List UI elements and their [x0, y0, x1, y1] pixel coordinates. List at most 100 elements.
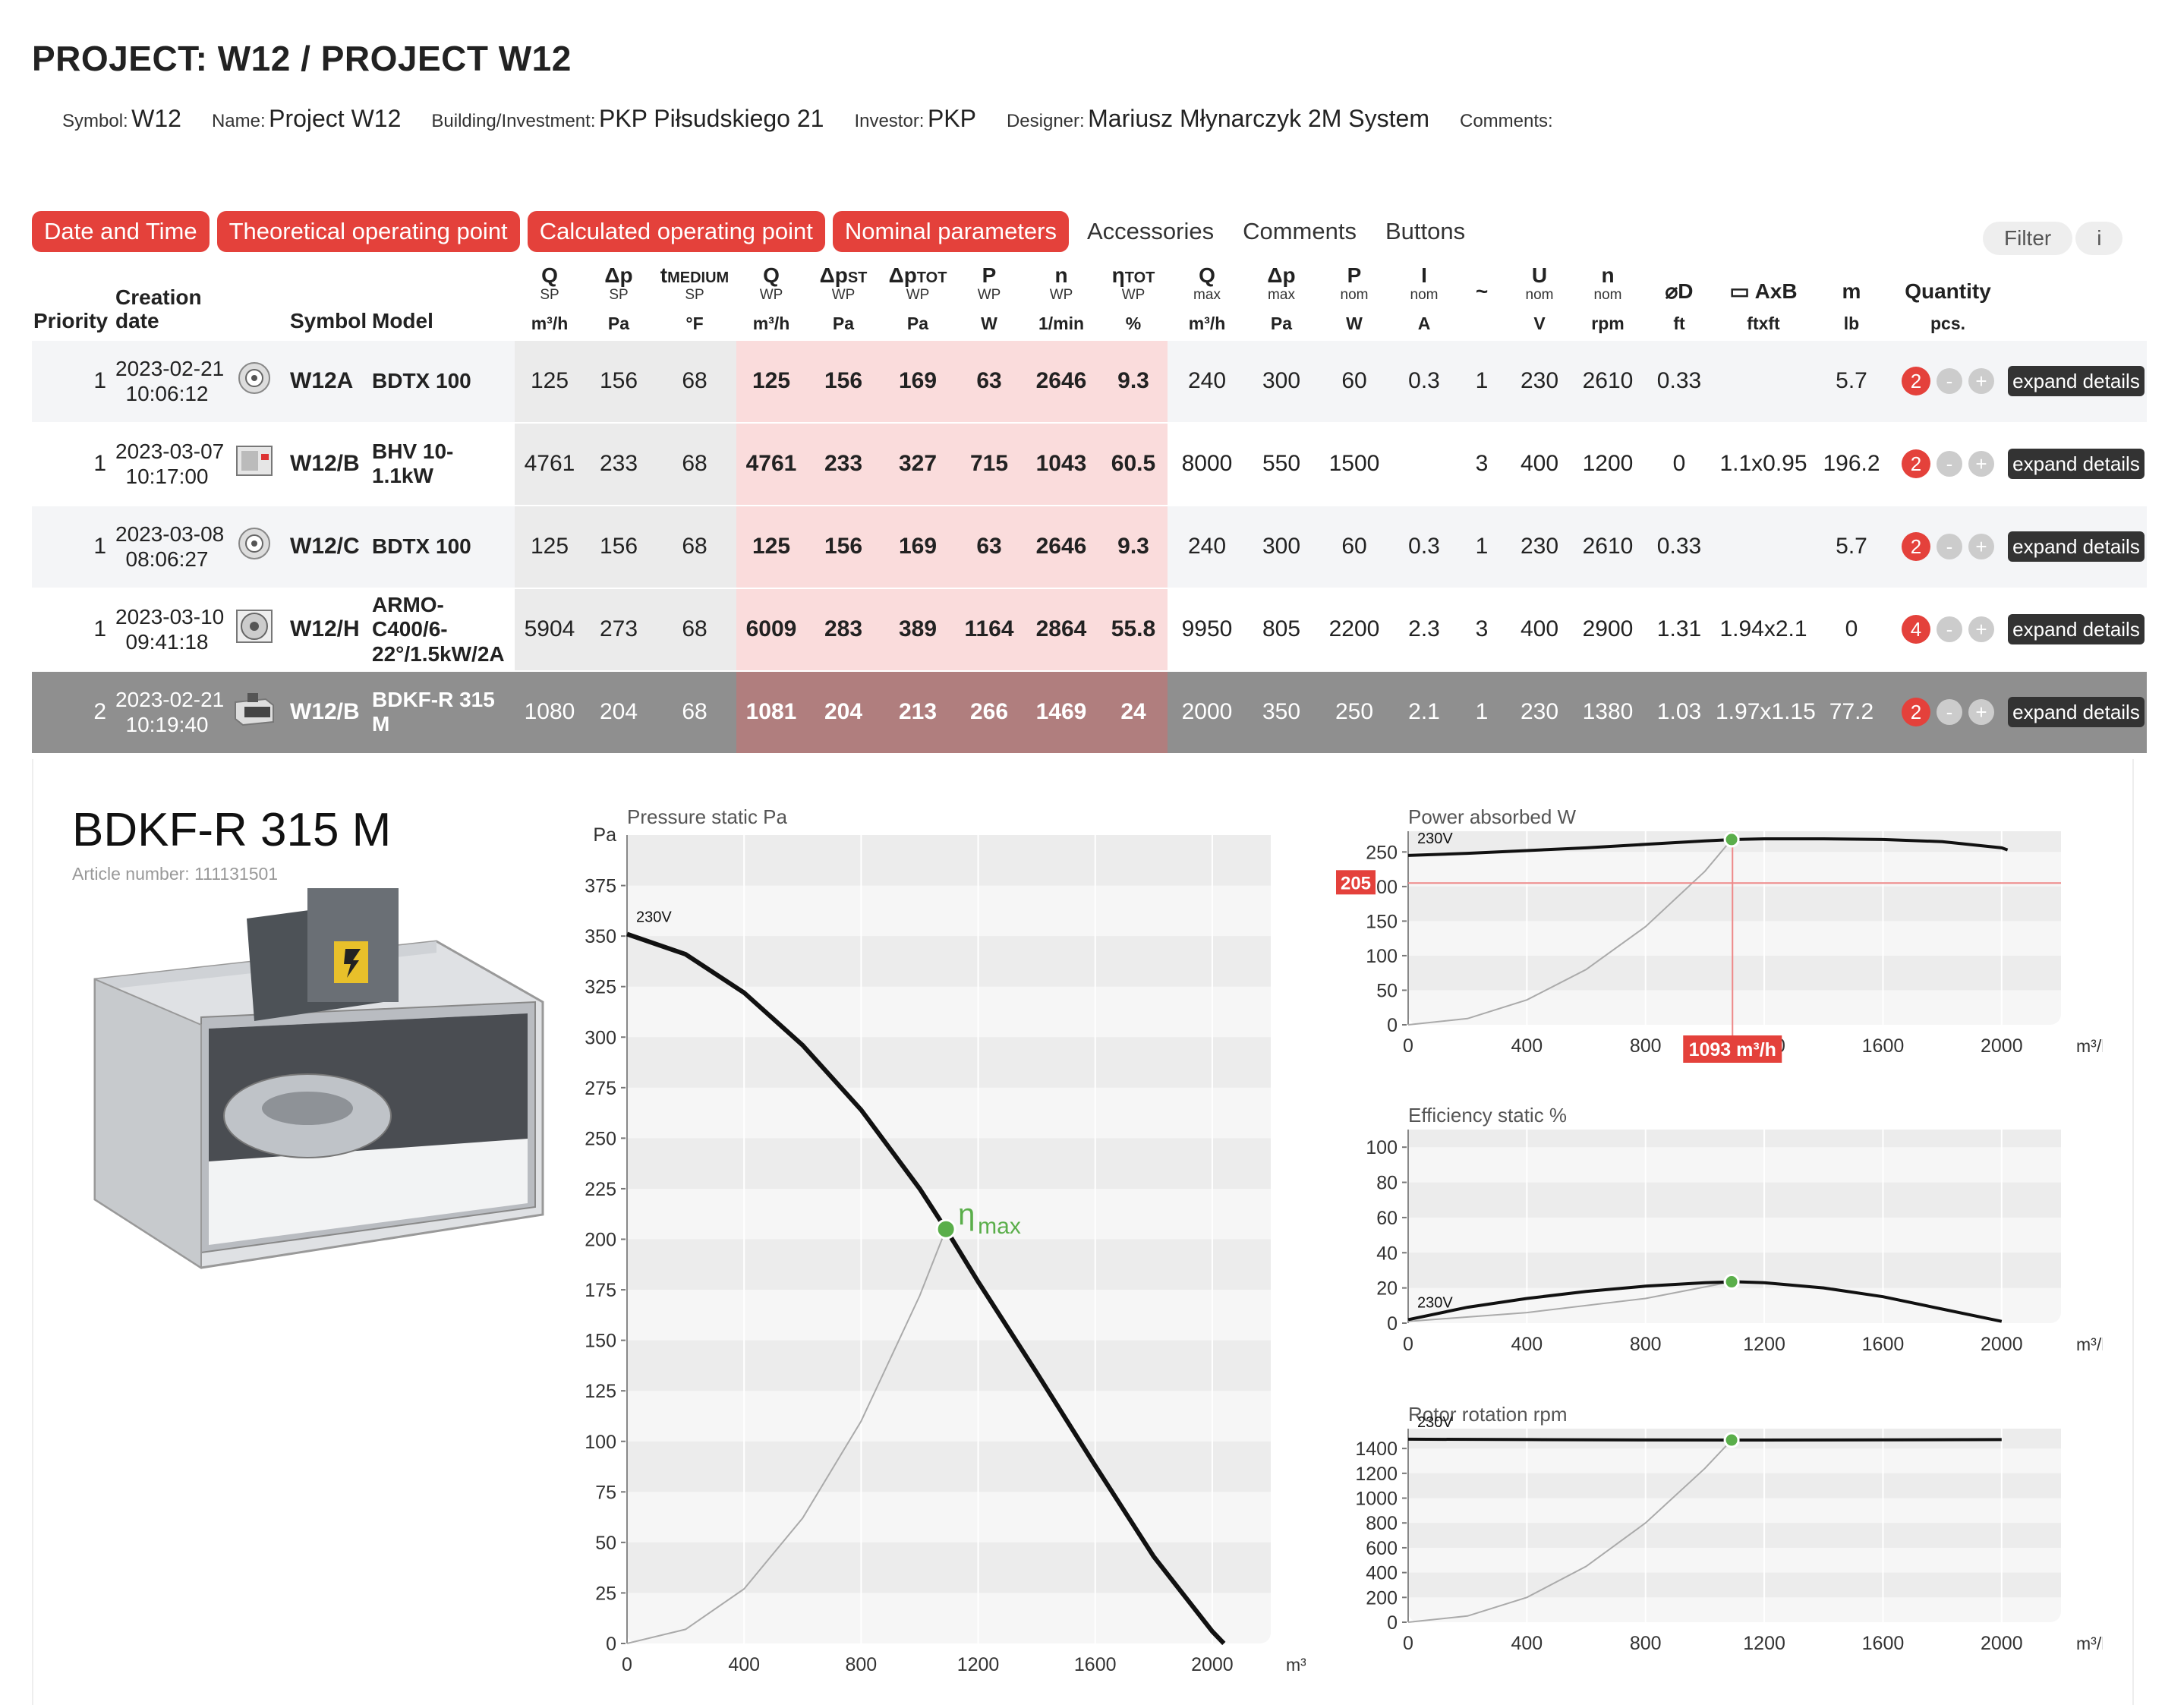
cell-u-nom: 400 [1508, 421, 1571, 506]
decrease-button[interactable]: - [1937, 368, 1962, 395]
col-t-sp[interactable]: tMEDIUM SP °F [660, 263, 730, 333]
col-dptot-wp[interactable]: ΔpTOT WP Pa [888, 263, 947, 333]
tab-theoretical-operating-point[interactable]: Theoretical operating point [216, 211, 520, 252]
cell-u-nom: 230 [1508, 670, 1571, 753]
col-diameter[interactable]: ⌀D ft [1665, 279, 1694, 333]
col-dp-max[interactable]: Δp max Pa [1267, 263, 1296, 333]
cell-dpst-wp: 233 [806, 421, 881, 506]
y-tick-label: 25 [595, 1583, 616, 1604]
symbol-value: W12 [131, 105, 181, 132]
y-axis-label: Pa [593, 824, 616, 846]
y-tick-label: 50 [1376, 980, 1398, 1001]
col-n-nom[interactable]: n nom rpm [1591, 263, 1625, 333]
y-tick-label: 150 [585, 1331, 616, 1352]
y-tick-label: 100 [1366, 946, 1398, 967]
col-q-wp[interactable]: Q WP m³/h [752, 263, 790, 333]
col-quantity[interactable]: Quantity pcs. [1905, 279, 1991, 333]
tab-date-and-time[interactable]: Date and Time [32, 211, 210, 252]
increase-button[interactable]: + [1968, 534, 1994, 560]
tab-calculated-operating-point[interactable]: Calculated operating point [527, 211, 825, 252]
col-eta-wp[interactable]: ηTOT WP% [1111, 263, 1155, 333]
cell-m: 0 [1813, 587, 1890, 671]
operating-point [1723, 1274, 1740, 1290]
decrease-button[interactable]: - [1937, 534, 1962, 560]
cell-i-nom: 2.1 [1392, 670, 1456, 753]
quantity-cell: 2- + [1890, 670, 2006, 753]
decrease-button[interactable]: - [1937, 616, 1962, 643]
symbol-cell: W12A [288, 339, 370, 423]
decrease-button[interactable]: - [1937, 699, 1962, 726]
grid-band [1408, 1473, 2061, 1498]
expand-details-button[interactable]: expand details [2008, 614, 2145, 645]
project-meta: Symbol: W12 Name: Project W12 Building/I… [62, 105, 1553, 133]
quantity-cell: 2- + [1890, 421, 2006, 506]
col-priority[interactable]: Priority [33, 309, 109, 333]
operating-point [1723, 1432, 1740, 1448]
tab-accessories[interactable]: Accessories [1087, 218, 1215, 244]
x-axis-label: m³/h [1286, 1655, 1306, 1675]
y-tick-label: 0 [1387, 1313, 1398, 1335]
tab-nominal-parameters[interactable]: Nominal parameters [832, 211, 1069, 252]
expand-details-button[interactable]: expand details [2008, 531, 2145, 563]
model-cell: BHV 10-1.1kW [370, 421, 515, 506]
increase-button[interactable]: + [1968, 699, 1994, 726]
col-creation-date[interactable]: Creation date [115, 285, 202, 333]
y-tick-label: 375 [585, 876, 616, 897]
col-axb[interactable]: ▭ AxB ftxft [1729, 279, 1798, 333]
y-tick-label: 20 [1376, 1278, 1398, 1300]
system-curve [1407, 1281, 1732, 1322]
cell-q-sp: 1080 [515, 670, 585, 753]
col-mass[interactable]: m lb [1842, 279, 1861, 333]
cell-p-wp: 63 [955, 339, 1023, 423]
col-model[interactable]: Model [372, 309, 433, 333]
y-tick-label: 350 [585, 926, 616, 947]
cell-t-sp: 68 [653, 339, 736, 423]
plot-background [1408, 831, 2061, 1025]
y-tick-label: 0 [606, 1634, 616, 1655]
cell-n-wp: 1469 [1023, 670, 1099, 753]
filter-button[interactable]: Filter [1983, 222, 2073, 255]
decrease-button[interactable]: - [1937, 451, 1962, 477]
cell-dp-sp: 273 [585, 587, 653, 671]
expand-details-button[interactable]: expand details [2008, 449, 2145, 480]
expand-details-button[interactable]: expand details [2008, 366, 2145, 397]
cell-n-nom: 2610 [1571, 339, 1644, 423]
col-phase[interactable]: ~ [1475, 279, 1489, 303]
cell-axb [1714, 504, 1813, 588]
col-symbol[interactable]: Symbol [290, 309, 367, 333]
table-row[interactable]: 2 2023-02-21 10:19:40 W12/B BDKF-R 315 M 1080… [32, 670, 2147, 753]
cell-q-max: 8000 [1168, 421, 1246, 506]
col-p-wp[interactable]: P WP W [977, 263, 1001, 333]
increase-button[interactable]: + [1968, 616, 1994, 643]
y-tick-label: 1400 [1355, 1439, 1398, 1460]
tab-buttons[interactable]: Buttons [1385, 218, 1466, 244]
cell-eta-wp: 60.5 [1099, 421, 1168, 506]
col-dpst-wp[interactable]: ΔpST WP Pa [819, 263, 868, 333]
increase-button[interactable]: + [1968, 368, 1994, 395]
table-row[interactable]: 1 2023-02-21 10:06:12 W12A BDTX 100 125 156 68 1… [32, 339, 2147, 423]
expand-details-button[interactable]: expand details [2008, 697, 2145, 728]
table-row[interactable]: 1 2023-03-10 09:41:18 W12/H ARMO-C400/6-22°/… [32, 587, 2147, 671]
table-row[interactable]: 1 2023-03-07 10:17:00 W12/B BHV 10-1.1kW 4761… [32, 421, 2147, 506]
priority-cell: 1 [32, 339, 114, 423]
chart-title: Pressure static Pa [627, 805, 788, 828]
y-tick-label: 250 [1366, 842, 1398, 863]
cell-axb: 1.94x2.1 [1714, 587, 1813, 671]
cell-eta-wp: 9.3 [1099, 339, 1168, 423]
col-n-wp[interactable]: n WP 1/min [1038, 263, 1085, 333]
info-button[interactable]: i [2075, 222, 2123, 255]
cell-i-nom: 0.3 [1392, 339, 1456, 423]
y-tick-label: 40 [1376, 1243, 1398, 1264]
tab-comments[interactable]: Comments [1243, 218, 1357, 244]
col-dp-sp[interactable]: Δp SP Pa [604, 263, 633, 333]
col-q-sp[interactable]: Q SP m³/h [531, 263, 569, 333]
buttons-cell: expand details [2006, 504, 2147, 588]
increase-button[interactable]: + [1968, 451, 1994, 477]
cell-phase: 3 [1456, 421, 1508, 506]
table-row[interactable]: 1 2023-03-08 08:06:27 W12/C BDTX 100 125 156 68… [32, 504, 2147, 588]
cell-q-max: 240 [1168, 504, 1246, 588]
